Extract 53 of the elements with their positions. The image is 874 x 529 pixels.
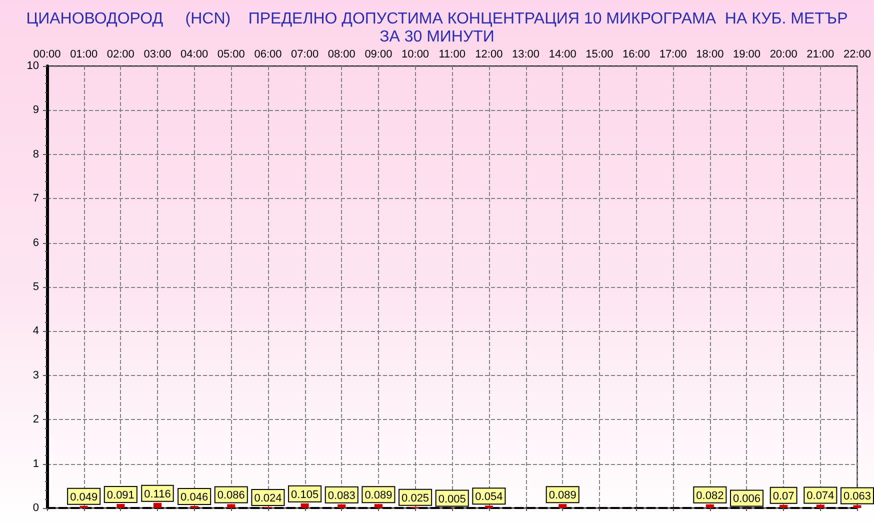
y-tick-label: 5 (32, 281, 39, 293)
y-tick-label: 4 (32, 325, 39, 338)
data-label: 0.116 (144, 488, 171, 500)
y-tick-label: 7 (32, 192, 39, 205)
x-tick-label: 03:00 (144, 48, 172, 60)
x-tick-label: 13:00 (512, 48, 540, 60)
x-tick-label: 17:00 (659, 48, 687, 60)
x-tick-label: 16:00 (622, 48, 650, 60)
x-tick-label: 19:00 (732, 48, 761, 60)
data-label: 0.074 (806, 490, 834, 502)
y-tick-label: 6 (32, 236, 39, 249)
data-label: 0.046 (180, 491, 208, 504)
x-tick-label: 00:00 (33, 48, 61, 60)
data-label: 0.086 (217, 490, 245, 502)
data-label: 0.049 (70, 491, 98, 504)
data-label: 0.105 (291, 488, 319, 501)
x-tick-label: 10:00 (402, 48, 430, 60)
x-tick-label: 11:00 (438, 48, 466, 60)
x-tick-label: 14:00 (548, 48, 576, 60)
data-label: 0.063 (843, 490, 871, 503)
x-tick-label: 02:00 (106, 48, 134, 60)
data-label: 0.089 (364, 490, 392, 502)
y-tick-label: 0 (32, 502, 39, 514)
y-tick-label: 8 (32, 148, 39, 160)
data-label: 0.089 (548, 490, 576, 502)
x-tick-label: 09:00 (364, 48, 392, 60)
data-label: 0.006 (732, 493, 761, 506)
data-label: 0.024 (254, 492, 282, 504)
x-tick-label: 20:00 (770, 48, 798, 60)
x-tick-label: 07:00 (291, 48, 319, 60)
x-tick-label: 12:00 (475, 48, 503, 60)
y-tick-label: 1 (32, 458, 39, 470)
x-tick-label: 08:00 (328, 48, 356, 60)
y-tick-label: 10 (26, 60, 39, 72)
data-label: 0.025 (402, 492, 430, 504)
x-tick-label: 04:00 (180, 48, 208, 60)
data-label: 0.054 (475, 491, 503, 504)
data-label: 0.083 (328, 490, 356, 502)
data-label: 0.005 (438, 493, 466, 506)
chart-title: ЦИАНОВОДОРОД (HCN) ПРЕДЕЛНО ДОПУСТИМА КОНЦЕНТРАЦИЯ 10 МИКРОГРАМА НА КУБ. МЕТЪР ЗА 30 МИНУТИ (26, 10, 848, 46)
x-tick-label: 18:00 (696, 48, 724, 60)
data-label: 0.082 (696, 490, 724, 502)
y-tick-label: 9 (32, 104, 39, 116)
y-tick-label: 3 (32, 369, 39, 382)
x-tick-label: 06:00 (254, 48, 282, 60)
x-tick-label: 15:00 (586, 48, 614, 60)
data-label: 0.091 (106, 489, 134, 502)
x-tick-label: 05:00 (217, 48, 245, 60)
y-tick-label: 2 (32, 414, 39, 426)
x-tick-label: 01:00 (70, 48, 98, 60)
x-tick-label: 21:00 (806, 48, 834, 60)
data-label: 0.07 (772, 490, 794, 502)
x-tick-label: 22:00 (843, 48, 871, 60)
